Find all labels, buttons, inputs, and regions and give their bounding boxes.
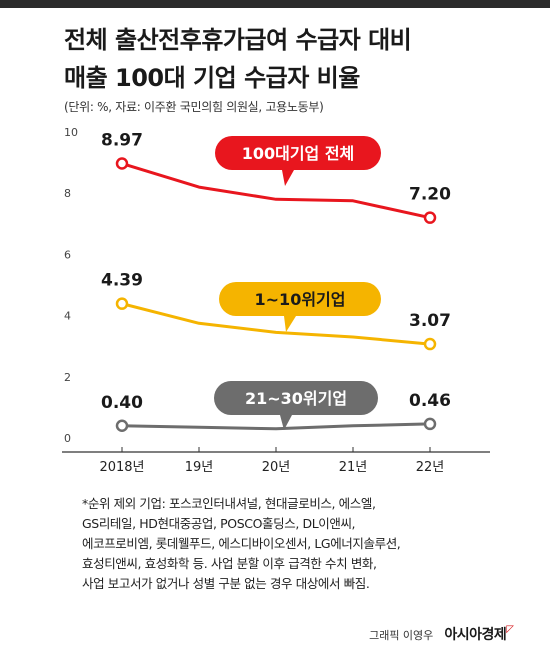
chart-title-line1: 전체 출산전후휴가급여 수급자 대비 [64, 26, 412, 54]
x-tick-label: 22년 [416, 460, 445, 475]
series-callout-tail [282, 170, 294, 186]
credit-author: 그래픽 이영우 [369, 629, 434, 642]
line-chart: 0 2 4 6 8 10 2018년 19년 20년 21년 22년 8.97 7.20 4.39 3.07… [62, 126, 490, 475]
data-label: 3.07 [409, 311, 451, 331]
data-point [423, 417, 437, 431]
series-line [120, 422, 432, 431]
data-point [423, 211, 437, 224]
x-tick-label: 21년 [339, 460, 368, 475]
footnote-line: *순위 제외 기업: 포스코인터내셔널, 현대글로비스, 에스엘, [82, 496, 376, 511]
data-label: 0.46 [409, 391, 451, 411]
series-name-label: 1~10위기업 [255, 290, 346, 309]
data-label: 0.40 [101, 393, 143, 413]
series-callout-tail [284, 316, 296, 332]
series-line [120, 302, 432, 346]
series-callout-bubble [215, 136, 381, 170]
logo-mark-icon: ◸ [506, 624, 514, 635]
data-point [115, 297, 129, 310]
y-tick-label: 10 [64, 126, 78, 139]
series-callout-tail [280, 415, 292, 430]
credit: 그래픽 이영우 아시아경제◸ [369, 624, 514, 644]
chart-source-note: (단위: %, 자료: 이주환 국민의힘 의원실, 고용노동부) [64, 100, 324, 114]
footnote-line: GS리테일, HD현대중공업, POSCO홀딩스, DL이앤씨, [82, 516, 356, 531]
y-tick-label: 4 [64, 310, 71, 323]
series-name-label: 21~30위기업 [245, 389, 347, 408]
data-point [115, 419, 129, 433]
series-callout-bubble [214, 381, 378, 415]
data-label: 7.20 [409, 185, 451, 205]
x-tick-label: 20년 [262, 460, 291, 475]
y-tick-label: 8 [64, 187, 71, 200]
publisher-logo: 아시아경제 [444, 627, 507, 643]
footnote-line: 사업 보고서가 없거나 성별 구분 없는 경우 대상에서 빠짐. [82, 576, 370, 591]
chart-title-line2: 매출 100대 기업 수급자 비율 [64, 64, 360, 92]
series-line [120, 162, 432, 220]
data-point [423, 337, 437, 351]
data-label: 8.97 [101, 131, 143, 151]
x-tick-label: 19년 [185, 460, 214, 475]
y-tick-label: 2 [64, 371, 71, 384]
footnote-line: 에코프로비엠, 롯데웰푸드, 에스디바이오센서, LG에너지솔루션, [82, 536, 401, 551]
y-tick-label: 6 [64, 248, 71, 261]
top-bar [0, 0, 550, 8]
series-name-label: 100대기업 전체 [242, 144, 355, 163]
series-callout-bubble [219, 282, 381, 316]
y-tick-label: 0 [64, 432, 71, 445]
footnote: *순위 제외 기업: 포스코인터내셔널, 현대글로비스, 에스엘, GS리테일,… [82, 494, 401, 594]
footnote-line: 효성티앤씨, 효성화학 등. 사업 분할 이후 급격한 수치 변화, [82, 556, 377, 571]
data-point [115, 157, 129, 170]
x-tick-label: 2018년 [99, 460, 144, 475]
data-label: 4.39 [101, 271, 143, 291]
